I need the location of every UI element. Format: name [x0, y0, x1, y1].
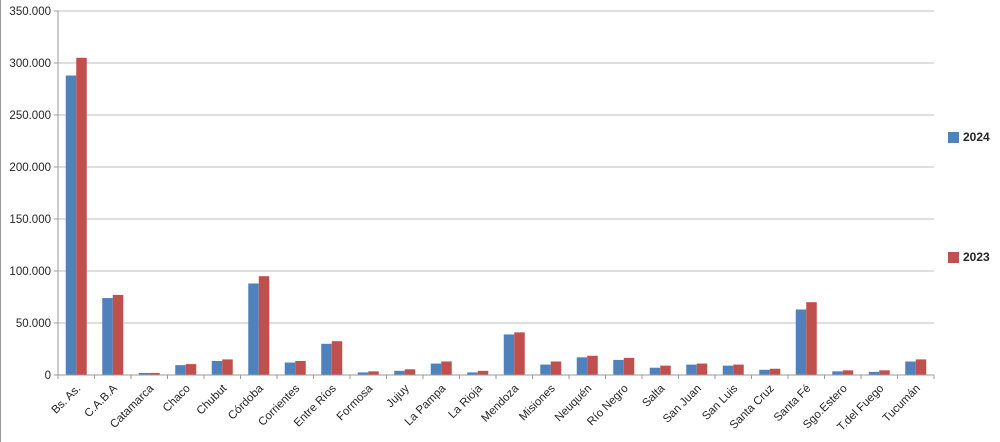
bar-2024: [686, 364, 697, 375]
legend-item-2024[interactable]: 2024: [948, 130, 990, 144]
bar-2023: [258, 276, 270, 375]
bar-2024: [284, 362, 296, 375]
bar-2024: [905, 361, 916, 375]
y-axis-tick-label: 350.000: [9, 6, 51, 18]
bar-2024: [795, 309, 807, 375]
bar-2024: [613, 359, 624, 375]
bar-2023: [550, 361, 562, 375]
x-axis-label: Jujuy: [384, 382, 412, 410]
x-axis-label: C.A.B.A: [82, 382, 120, 420]
x-axis-label: San Juan: [661, 383, 704, 426]
bar-2023: [769, 368, 781, 375]
y-axis-tick-label: 300.000: [9, 58, 51, 70]
bar-2023: [295, 360, 306, 375]
y-axis-tick-label: 200.000: [9, 162, 51, 174]
legend-label-2023: 2023: [963, 250, 990, 264]
bar-2023: [441, 361, 452, 375]
bar-2023: [587, 355, 598, 375]
bar-2024: [65, 75, 77, 375]
bar-2024: [211, 360, 223, 375]
bar-2024: [394, 370, 405, 375]
legend-swatch-2023-icon: [948, 251, 959, 263]
bar-2023: [331, 341, 343, 375]
bar-2024: [649, 367, 661, 375]
y-axis-tick-label: 50.000: [16, 318, 51, 330]
bar-2024: [503, 334, 515, 375]
bar-2023: [660, 365, 671, 375]
x-axis-label: Tucumán: [881, 383, 923, 425]
bar-2023: [368, 371, 379, 375]
bar-2024: [175, 365, 186, 375]
y-axis-tick-label: 0: [45, 370, 51, 382]
legend-swatch-2024-icon: [948, 131, 959, 143]
y-axis-tick-label: 150.000: [9, 214, 51, 226]
bar-2024: [832, 371, 843, 375]
x-axis-label: Chubut: [195, 382, 230, 417]
bar-2024: [430, 363, 442, 375]
x-axis-label: Chaco: [161, 383, 193, 415]
x-axis-label: Formosa: [335, 382, 376, 423]
bar-2023: [149, 372, 160, 375]
bar-2023: [915, 359, 927, 375]
bar-2024: [759, 369, 770, 375]
y-axis-tick-label: 100.000: [9, 266, 51, 278]
bar-2023: [879, 370, 890, 375]
bar-2024: [321, 343, 332, 375]
x-axis-label: Bs. As.: [50, 383, 84, 417]
bar-2024: [576, 357, 588, 375]
bar-2023: [514, 332, 525, 375]
bar-2023: [112, 294, 124, 375]
bar-2023: [806, 302, 817, 375]
bar-2023: [696, 363, 708, 375]
legend-item-2023[interactable]: 2023: [948, 250, 990, 264]
bar-2024: [248, 283, 259, 375]
x-axis-label: Salta: [640, 382, 667, 409]
x-axis-label: Misiones: [517, 382, 558, 423]
bar-2023: [185, 364, 197, 375]
bar-2023: [76, 57, 87, 376]
bar-2023: [477, 370, 489, 375]
bar-2023: [222, 359, 233, 375]
bar-2023: [842, 370, 854, 375]
bar-2024: [138, 372, 150, 375]
bar-2024: [467, 372, 478, 375]
legend-label-2024: 2024: [963, 130, 990, 144]
bar-2023: [623, 357, 635, 375]
bar-2024: [357, 372, 369, 375]
bar-2024: [868, 371, 880, 375]
bar-2024: [540, 364, 551, 375]
bar-2024: [102, 298, 113, 375]
x-axis-label: Mendoza: [479, 382, 521, 424]
bar-2023: [404, 369, 416, 375]
y-axis-tick-label: 250.000: [9, 110, 51, 122]
bar-2023: [733, 364, 744, 375]
bar-2024: [722, 365, 734, 375]
